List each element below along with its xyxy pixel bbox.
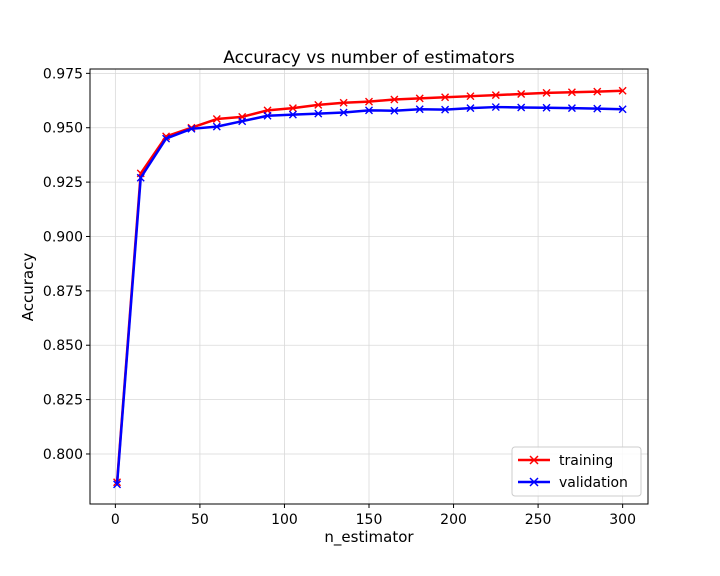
data-point-validation — [542, 103, 551, 112]
y-axis-label: Accuracy — [19, 253, 37, 322]
legend: training validation — [511, 446, 642, 497]
data-point-validation — [466, 104, 475, 113]
legend-item-validation: validation — [518, 475, 628, 491]
legend-item-training: training — [518, 453, 613, 469]
data-point-validation — [618, 105, 627, 114]
data-point-training — [288, 104, 297, 113]
legend-label-training: training — [559, 453, 613, 469]
data-point-training — [466, 92, 475, 101]
data-point-validation — [390, 106, 399, 115]
y-axis: 0.800 0.825 0.850 0.875 0.900 0.925 0.950 0.975 — [43, 66, 90, 463]
data-point-validation — [491, 103, 500, 112]
x-tick-label: 150 — [356, 512, 383, 528]
x-tick-label: 300 — [609, 512, 636, 528]
x-axis: 0 50 100 150 200 250 300 — [111, 504, 636, 528]
data-point-validation — [288, 110, 297, 119]
y-tick-label: 0.800 — [43, 447, 83, 463]
x-tick-label: 100 — [271, 512, 298, 528]
y-tick-label: 0.900 — [43, 229, 83, 245]
data-point-validation — [113, 480, 122, 489]
y-tick-label: 0.850 — [43, 338, 83, 354]
data-point-training — [618, 86, 627, 95]
data-point-validation — [162, 134, 171, 143]
y-tick-label: 0.975 — [43, 66, 83, 82]
data-point-training — [314, 100, 323, 109]
x-axis-label: n_estimator — [324, 528, 414, 547]
data-point-validation — [567, 104, 576, 113]
data-point-validation — [314, 109, 323, 118]
series-training — [113, 86, 627, 487]
data-point-training — [339, 98, 348, 107]
data-point-training — [365, 97, 373, 106]
x-tick-label: 50 — [191, 512, 209, 528]
x-tick-label: 250 — [525, 512, 552, 528]
data-point-training — [491, 91, 500, 100]
data-point-training — [441, 93, 450, 102]
data-point-validation — [441, 105, 450, 114]
y-tick-label: 0.925 — [43, 175, 83, 191]
data-point-validation — [263, 111, 272, 120]
chart-title: Accuracy vs number of estimators — [223, 48, 515, 68]
legend-label-validation: validation — [559, 475, 628, 491]
data-point-validation — [212, 122, 221, 131]
data-point-validation — [187, 124, 196, 133]
series-layer — [113, 86, 627, 489]
data-point-training — [542, 88, 551, 97]
x-tick-label: 200 — [440, 512, 467, 528]
data-point-validation — [517, 103, 526, 112]
data-point-training — [212, 115, 221, 124]
data-point-validation — [415, 105, 424, 114]
data-point-training — [517, 90, 526, 99]
legend-marker-validation — [529, 477, 539, 487]
x-tick-label: 0 — [111, 512, 120, 528]
data-point-training — [567, 88, 576, 97]
y-tick-label: 0.950 — [43, 121, 83, 137]
series-validation — [113, 103, 627, 489]
data-point-validation — [238, 117, 247, 126]
data-point-validation — [339, 108, 348, 117]
data-point-training — [593, 87, 602, 96]
plot-area — [89, 68, 649, 505]
y-tick-label: 0.875 — [43, 284, 83, 300]
data-point-validation — [136, 173, 145, 182]
data-point-training — [415, 94, 424, 103]
y-tick-label: 0.825 — [43, 393, 83, 409]
data-point-validation — [593, 104, 602, 113]
data-point-validation — [365, 106, 373, 115]
data-point-training — [390, 95, 399, 104]
legend-marker-training — [529, 455, 539, 465]
